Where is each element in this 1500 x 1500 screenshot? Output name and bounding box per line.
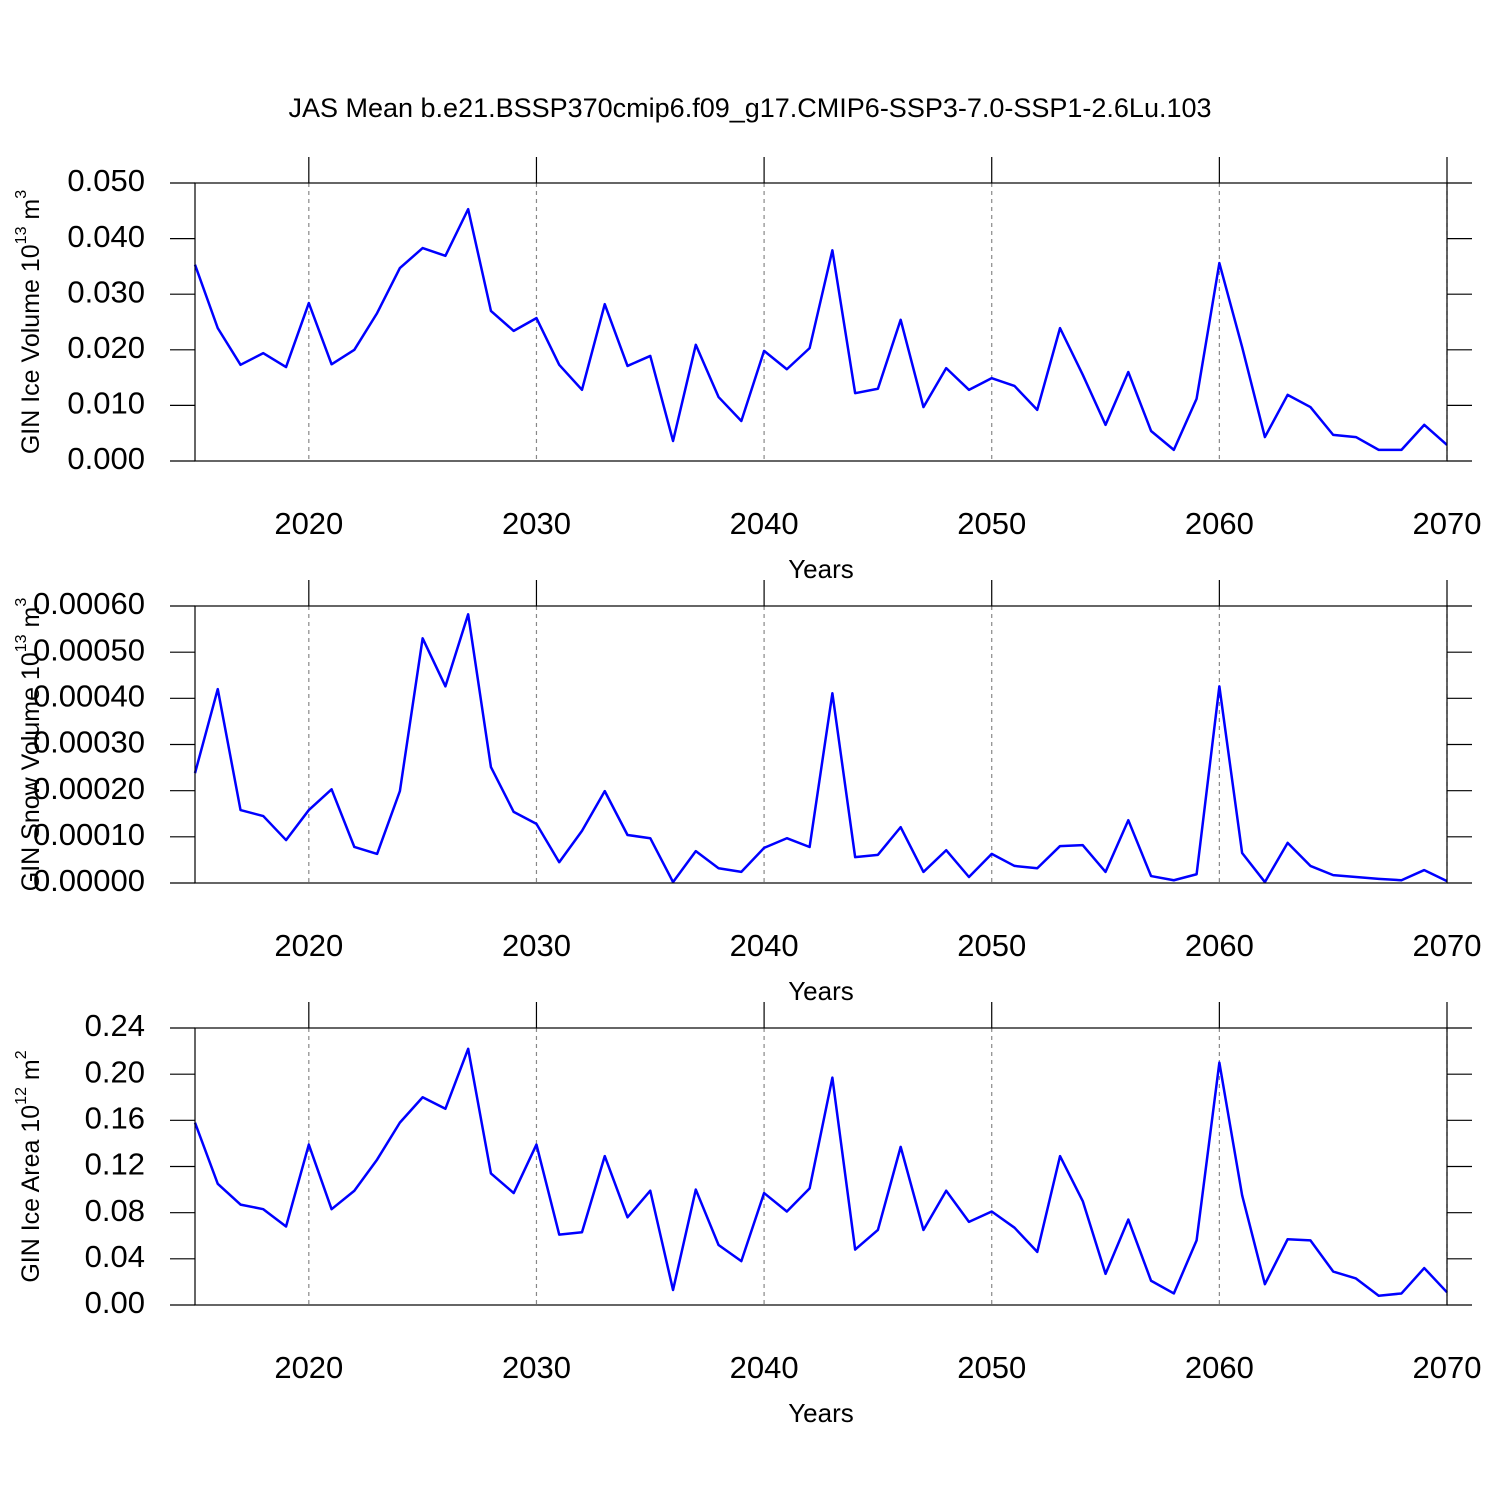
y-label-exponent: 13 xyxy=(13,226,30,244)
y-axis-label: GIN Ice Area 1012 m2 xyxy=(13,1050,44,1282)
y-label-text: m xyxy=(17,607,45,635)
chart-title: JAS Mean b.e21.BSSP370cmip6.f09_g17.CMIP… xyxy=(288,93,1211,123)
x-tick-label: 2070 xyxy=(1413,506,1482,541)
x-tick-label: 2040 xyxy=(730,506,799,541)
y-tick-label: 0.04 xyxy=(85,1239,145,1274)
y-tick-label: 0.00020 xyxy=(33,771,145,806)
x-tick-label: 2020 xyxy=(274,506,343,541)
y-label-text: GIN Snow Volume 10 xyxy=(17,652,45,891)
y-tick-label: 0.020 xyxy=(67,330,145,365)
y-tick-label: 0.000 xyxy=(67,441,145,476)
y-tick-label: 0.00000 xyxy=(33,863,145,898)
y-tick-label: 0.24 xyxy=(85,1008,145,1043)
y-tick-label: 0.00040 xyxy=(33,679,145,714)
data-line xyxy=(193,207,1448,452)
y-tick-label: 0.050 xyxy=(67,163,145,198)
plot-frame xyxy=(194,1027,1448,1306)
y-tick-label: 0.010 xyxy=(67,386,145,421)
y-axis-label: GIN Snow Volume 1013 m3 xyxy=(13,598,44,892)
y-label-exponent: 3 xyxy=(13,598,30,607)
data-line xyxy=(193,613,1448,884)
x-tick-label: 2050 xyxy=(957,928,1026,963)
y-label-text: m xyxy=(17,1059,45,1087)
x-tick-label: 2050 xyxy=(957,506,1026,541)
y-label-exponent: 3 xyxy=(13,190,30,199)
x-tick-label: 2050 xyxy=(957,1350,1026,1385)
data-line xyxy=(193,1047,1448,1298)
plot-frame xyxy=(194,182,1448,462)
x-tick-label: 2020 xyxy=(274,928,343,963)
y-tick-label: 0.00 xyxy=(85,1285,145,1320)
y-tick-label: 0.00010 xyxy=(33,817,145,852)
x-tick-label: 2030 xyxy=(502,1350,571,1385)
y-tick-label: 0.00060 xyxy=(33,586,145,621)
x-tick-label: 2070 xyxy=(1413,1350,1482,1385)
y-tick-label: 0.20 xyxy=(85,1054,145,1089)
y-axis-label: GIN Ice Volume 1013 m3 xyxy=(13,190,44,454)
y-tick-label: 0.08 xyxy=(85,1193,145,1228)
y-label-exponent: 13 xyxy=(13,634,30,652)
x-axis-label: Years xyxy=(788,1398,854,1428)
y-tick-label: 0.00050 xyxy=(33,632,145,667)
y-label-text: GIN Ice Volume 10 xyxy=(17,244,45,454)
plot-frame xyxy=(194,605,1448,884)
y-tick-label: 0.12 xyxy=(85,1147,145,1182)
x-axis-label: Years xyxy=(788,554,854,584)
y-tick-label: 0.040 xyxy=(67,219,145,254)
x-axis-label: Years xyxy=(788,976,854,1006)
y-label-text: GIN Ice Area 10 xyxy=(17,1105,45,1283)
x-tick-label: 2070 xyxy=(1413,928,1482,963)
y-tick-label: 0.00030 xyxy=(33,725,145,760)
x-tick-label: 2060 xyxy=(1185,506,1254,541)
x-tick-label: 2030 xyxy=(502,928,571,963)
y-label-text: m xyxy=(17,199,45,227)
x-tick-label: 2040 xyxy=(730,1350,799,1385)
y-tick-label: 0.16 xyxy=(85,1101,145,1136)
x-tick-label: 2060 xyxy=(1185,928,1254,963)
x-tick-label: 2030 xyxy=(502,506,571,541)
y-tick-label: 0.030 xyxy=(67,274,145,309)
x-tick-label: 2060 xyxy=(1185,1350,1254,1385)
y-label-exponent: 12 xyxy=(13,1087,30,1105)
x-tick-label: 2020 xyxy=(274,1350,343,1385)
y-label-exponent: 2 xyxy=(13,1050,30,1059)
x-tick-label: 2040 xyxy=(730,928,799,963)
